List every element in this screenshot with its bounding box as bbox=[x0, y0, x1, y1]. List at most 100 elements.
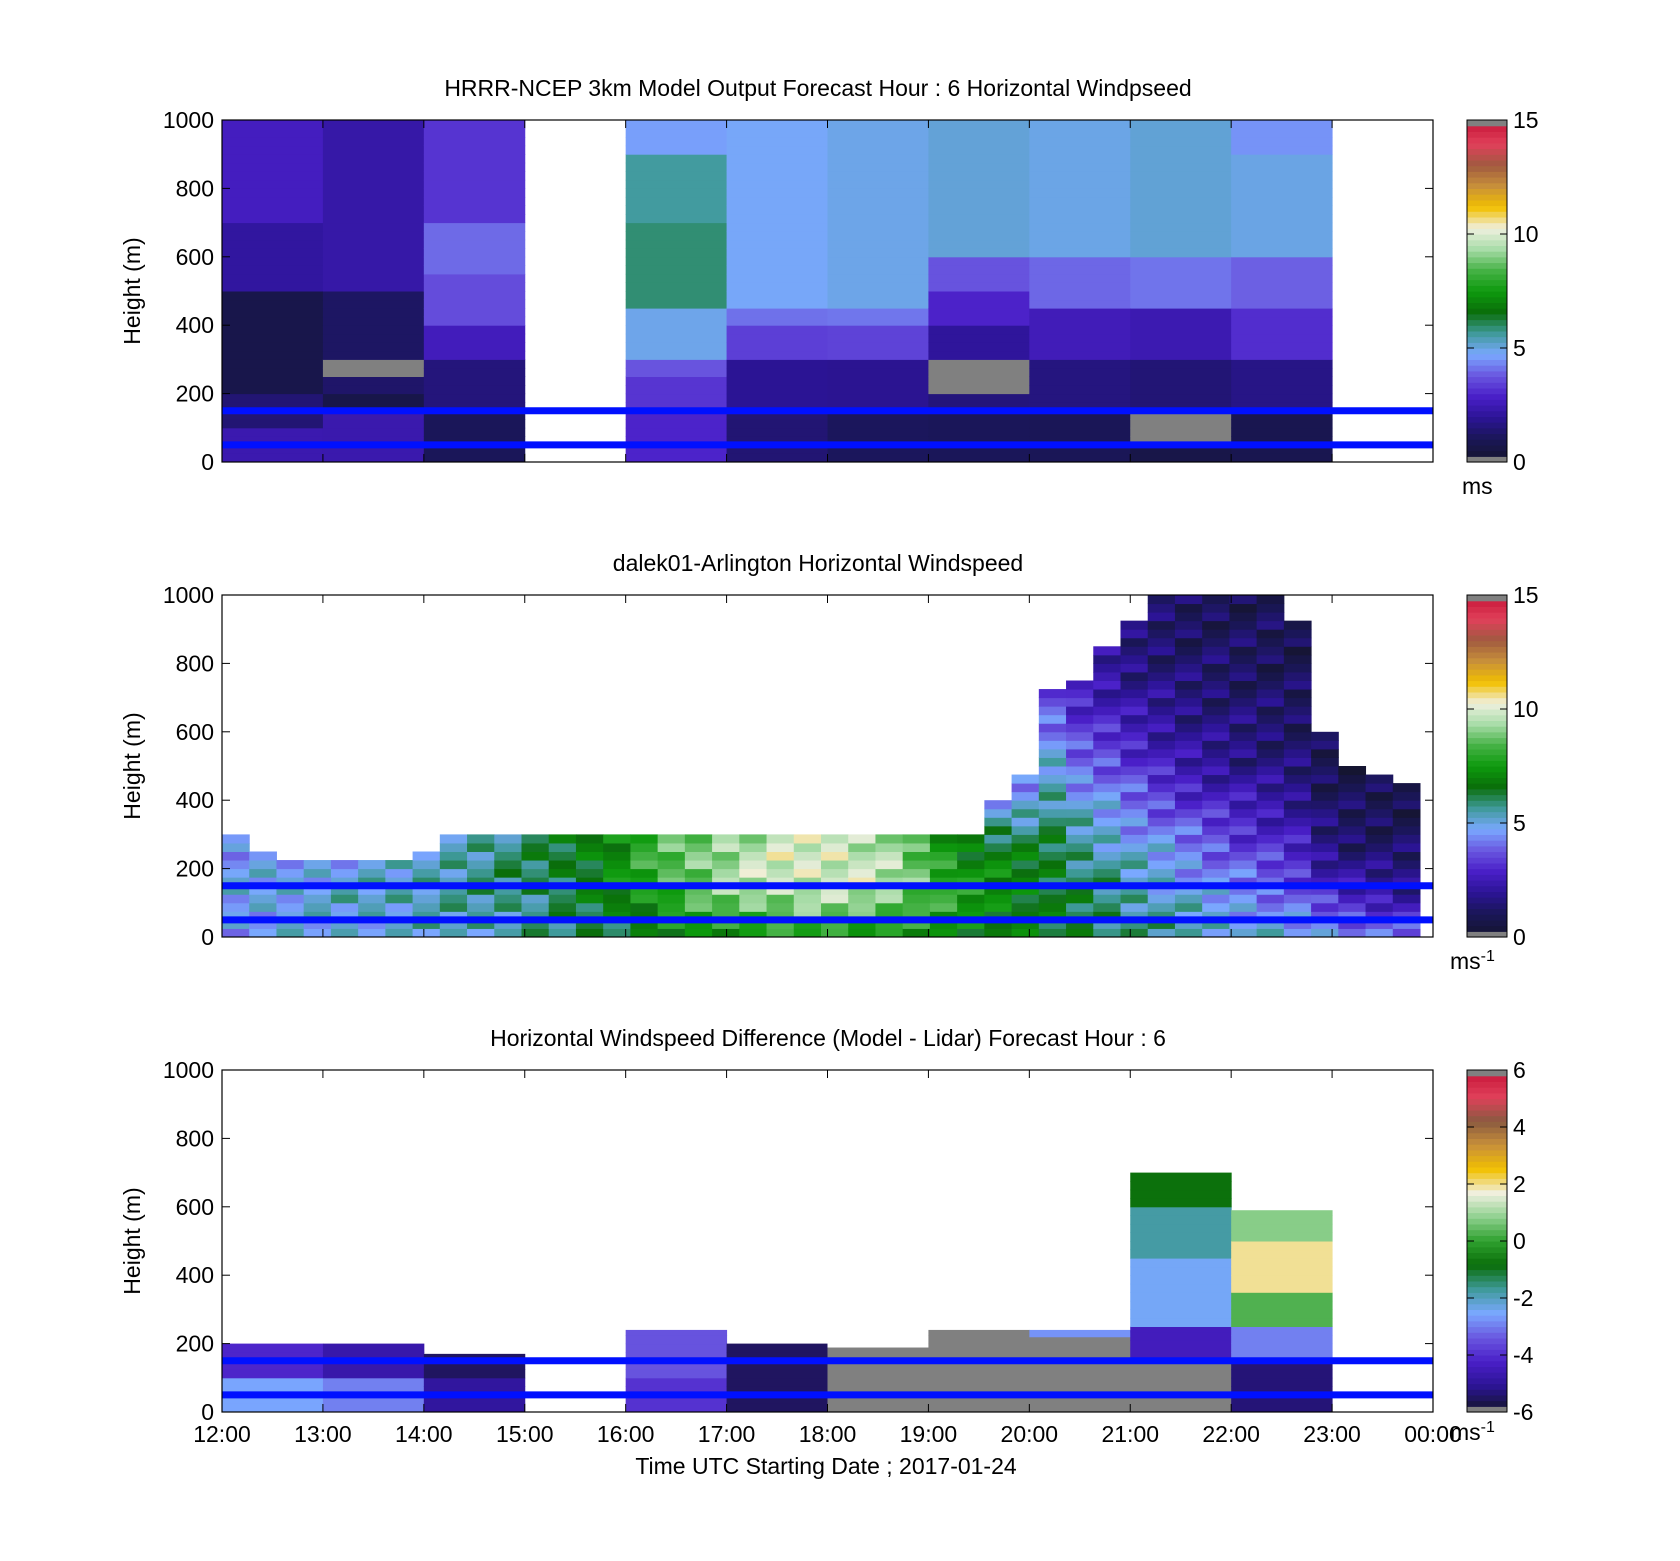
colorbar-step bbox=[1467, 1189, 1507, 1196]
heatmap-cell bbox=[276, 860, 305, 870]
heatmap-cell bbox=[1029, 1336, 1131, 1345]
heatmap-cell bbox=[603, 928, 631, 938]
heatmap-cell bbox=[726, 1352, 828, 1362]
heatmap-cell bbox=[1130, 137, 1232, 147]
heatmap-cell bbox=[303, 885, 332, 895]
heatmap-cell bbox=[1120, 783, 1149, 793]
colorbar-step bbox=[1467, 1400, 1507, 1407]
heatmap-cell bbox=[1029, 402, 1131, 412]
colorbar-step bbox=[1467, 1144, 1507, 1151]
heatmap-cell bbox=[521, 902, 550, 912]
heatmap-cell bbox=[1093, 834, 1121, 844]
heatmap-cell bbox=[1130, 1292, 1232, 1302]
heatmap-cell bbox=[1229, 877, 1258, 887]
heatmap-cell bbox=[1174, 680, 1203, 690]
heatmap-cell bbox=[793, 877, 822, 887]
colorbar-step bbox=[1467, 359, 1507, 366]
heatmap-cell bbox=[1174, 842, 1203, 852]
heatmap-cell bbox=[249, 911, 277, 921]
heatmap-cell bbox=[793, 834, 822, 844]
heatmap-cell bbox=[1202, 902, 1230, 912]
heatmap-cell bbox=[657, 860, 686, 870]
heatmap-cell bbox=[1029, 427, 1131, 437]
colorbar-step bbox=[1467, 353, 1507, 360]
heatmap-cell bbox=[1229, 885, 1258, 895]
heatmap-cell bbox=[575, 902, 604, 912]
colorbar-step bbox=[1467, 817, 1507, 824]
heatmap-cell bbox=[929, 894, 958, 904]
heatmap-cell bbox=[222, 179, 324, 189]
heatmap-cell bbox=[1130, 1206, 1232, 1216]
heatmap-cell bbox=[1256, 774, 1285, 784]
heatmap-cell bbox=[821, 834, 849, 844]
colorbar-step bbox=[1467, 1195, 1507, 1202]
heatmap-cell bbox=[222, 894, 250, 904]
heatmap-cell bbox=[1120, 885, 1149, 895]
colorbar-step bbox=[1467, 256, 1507, 264]
colorbar-step bbox=[1467, 1326, 1507, 1333]
heatmap-cell bbox=[1256, 629, 1285, 639]
heatmap-cell bbox=[303, 860, 332, 870]
heatmap-cell bbox=[1392, 800, 1421, 810]
heatmap-cell bbox=[358, 902, 386, 912]
heatmap-cell bbox=[1311, 748, 1339, 758]
heatmap-cell bbox=[848, 928, 876, 938]
heatmap-cell bbox=[1147, 680, 1176, 690]
heatmap-cell bbox=[625, 1386, 728, 1396]
heatmap-cell bbox=[739, 885, 768, 895]
heatmap-cell bbox=[1147, 860, 1176, 870]
heatmap-cell bbox=[1120, 868, 1149, 878]
heatmap-cell bbox=[984, 868, 1013, 878]
heatmap-cell bbox=[1029, 1360, 1131, 1370]
heatmap-cell bbox=[423, 256, 526, 266]
heatmap-cell bbox=[423, 222, 526, 232]
heatmap-cell bbox=[423, 196, 526, 206]
heatmap-cell bbox=[1029, 359, 1131, 369]
heatmap-cell bbox=[827, 205, 929, 215]
heatmap-cell bbox=[1283, 774, 1312, 784]
heatmap-cell bbox=[1231, 256, 1333, 266]
heatmap-cell bbox=[1365, 783, 1394, 793]
heatmap-cell bbox=[1120, 919, 1149, 929]
colorbar-step bbox=[1467, 868, 1507, 875]
heatmap-cell bbox=[1066, 766, 1094, 776]
heatmap-cell bbox=[1147, 774, 1176, 784]
heatmap-cell bbox=[928, 1329, 1030, 1336]
heatmap-cell bbox=[1130, 273, 1232, 283]
heatmap-cell bbox=[928, 162, 1030, 172]
heatmap-cell bbox=[1229, 654, 1258, 664]
heatmap-cell bbox=[1231, 444, 1333, 454]
heatmap-cell bbox=[1147, 595, 1176, 605]
heatmap-cell bbox=[1147, 808, 1176, 818]
heatmap-cell bbox=[322, 444, 425, 454]
heatmap-cell bbox=[1256, 612, 1285, 622]
heatmap-cell bbox=[1231, 1377, 1333, 1387]
heatmap-cell bbox=[1120, 731, 1149, 741]
heatmap-cell bbox=[712, 834, 740, 844]
heatmap-cell bbox=[1038, 902, 1067, 912]
heatmap-cell bbox=[303, 919, 332, 929]
heatmap-cell bbox=[1038, 928, 1067, 938]
heatmap-cell bbox=[222, 911, 250, 921]
x-tick-label: 00:00 bbox=[1404, 1421, 1462, 1447]
heatmap-cell bbox=[827, 239, 929, 249]
heatmap-cell bbox=[848, 868, 876, 878]
heatmap-cell bbox=[1365, 919, 1394, 929]
colorbar-step bbox=[1467, 840, 1507, 847]
heatmap-cell bbox=[793, 842, 822, 852]
heatmap-cell bbox=[630, 860, 659, 870]
heatmap-cell bbox=[1283, 860, 1312, 870]
heatmap-cell bbox=[1130, 128, 1232, 138]
colorbar-step bbox=[1467, 450, 1507, 457]
heatmap-cell bbox=[793, 911, 822, 921]
heatmap-cell bbox=[1311, 851, 1339, 861]
heatmap-cell bbox=[902, 868, 931, 878]
heatmap-cell bbox=[222, 393, 324, 403]
heatmap-cell bbox=[1202, 868, 1230, 878]
colorbar-step bbox=[1467, 674, 1507, 682]
heatmap-cell bbox=[984, 860, 1013, 870]
heatmap-cell bbox=[1231, 1292, 1333, 1302]
heatmap-cell bbox=[322, 145, 425, 155]
heatmap-cell bbox=[1093, 885, 1121, 895]
